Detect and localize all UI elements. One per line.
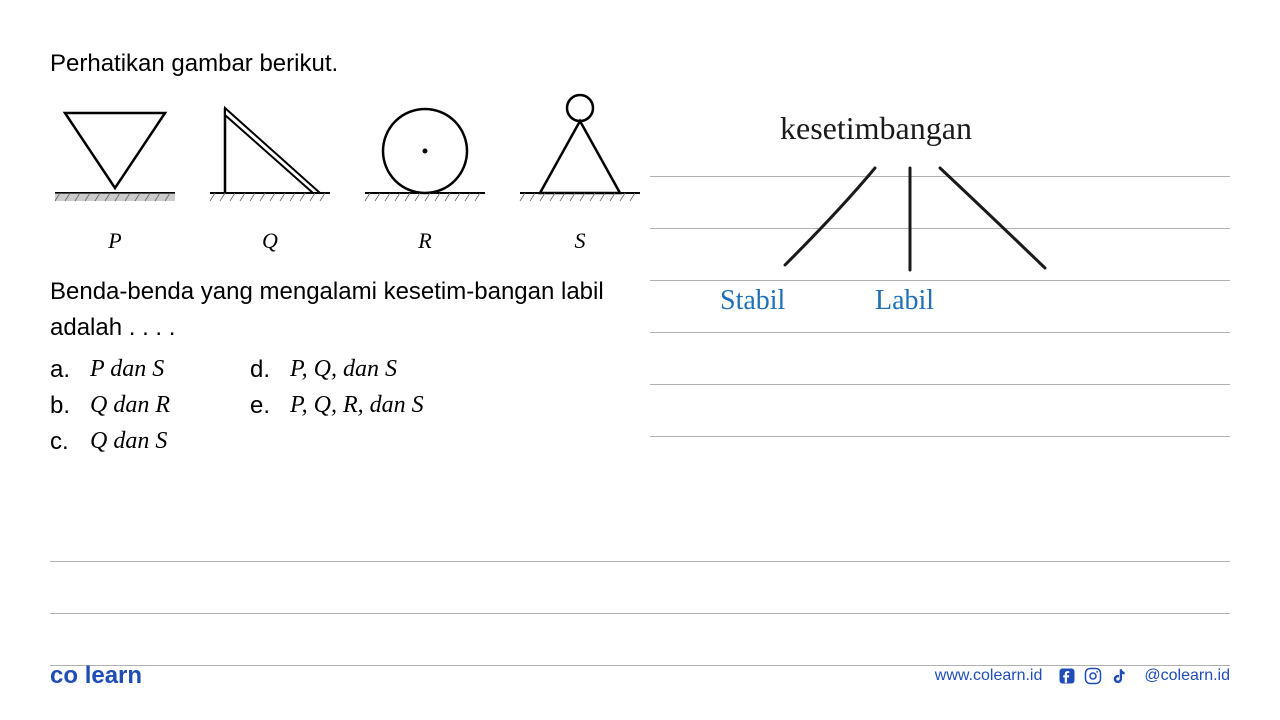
question-title: Perhatikan gambar berikut.: [50, 50, 630, 78]
figure-label-p: P: [108, 228, 121, 254]
option-text: Q dan R: [90, 392, 170, 420]
option-letter: a.: [50, 356, 90, 384]
leaning-pole-icon: [205, 93, 335, 223]
option-c: c. Q dan S: [50, 428, 170, 456]
handwriting-title: kesetimbangan: [780, 110, 972, 147]
footer-url: www.colearn.id: [935, 667, 1043, 685]
option-d: d. P, Q, dan S: [250, 356, 424, 384]
option-text: P dan S: [90, 356, 164, 384]
footer-handle: @colearn.id: [1144, 667, 1230, 685]
bottom-ruled-lines: [50, 510, 1230, 666]
logo-part1: co: [50, 662, 78, 689]
inverted-triangle-icon: [50, 93, 180, 223]
option-b: b. Q dan R: [50, 392, 170, 420]
handwriting-label-stabil: Stabil: [720, 285, 785, 317]
option-letter: b.: [50, 392, 90, 420]
instagram-icon: [1083, 666, 1103, 686]
figures-row: P: [50, 93, 630, 254]
branch-diagram-icon: [720, 160, 1100, 290]
option-text: Q dan S: [90, 428, 167, 456]
figure-s: S: [515, 93, 645, 254]
option-a: a. P dan S: [50, 356, 170, 384]
figure-label-r: R: [418, 228, 431, 254]
figure-p: P: [50, 93, 180, 254]
question-panel: Perhatikan gambar berikut.: [50, 50, 650, 456]
social-icons: [1057, 666, 1129, 686]
figure-q: Q: [205, 93, 335, 254]
footer: co learn www.colearn.id @colearn.id: [50, 662, 1230, 690]
figure-r: R: [360, 93, 490, 254]
figure-label-q: Q: [262, 228, 278, 254]
options-right: d. P, Q, dan S e. P, Q, R, dan S: [250, 356, 424, 456]
option-letter: e.: [250, 392, 290, 420]
tiktok-icon: [1109, 666, 1129, 686]
option-e: e. P, Q, R, dan S: [250, 392, 424, 420]
circle-ground-icon: [360, 93, 490, 223]
footer-right: www.colearn.id @colearn.id: [935, 666, 1230, 686]
figure-label-s: S: [575, 228, 586, 254]
logo: co learn: [50, 662, 142, 690]
handwriting-label-labil: Labil: [875, 285, 934, 317]
logo-part2: learn: [85, 662, 142, 689]
option-letter: c.: [50, 428, 90, 456]
facebook-icon: [1057, 666, 1077, 686]
option-letter: d.: [250, 356, 290, 384]
triangle-ball-icon: [515, 93, 645, 223]
option-text: P, Q, R, dan S: [290, 392, 424, 420]
options-left: a. P dan S b. Q dan R c. Q dan S: [50, 356, 170, 456]
options-container: a. P dan S b. Q dan R c. Q dan S d. P, Q…: [50, 356, 630, 456]
option-text: P, Q, dan S: [290, 356, 397, 384]
question-body: Benda-benda yang mengalami kesetim-banga…: [50, 274, 630, 346]
